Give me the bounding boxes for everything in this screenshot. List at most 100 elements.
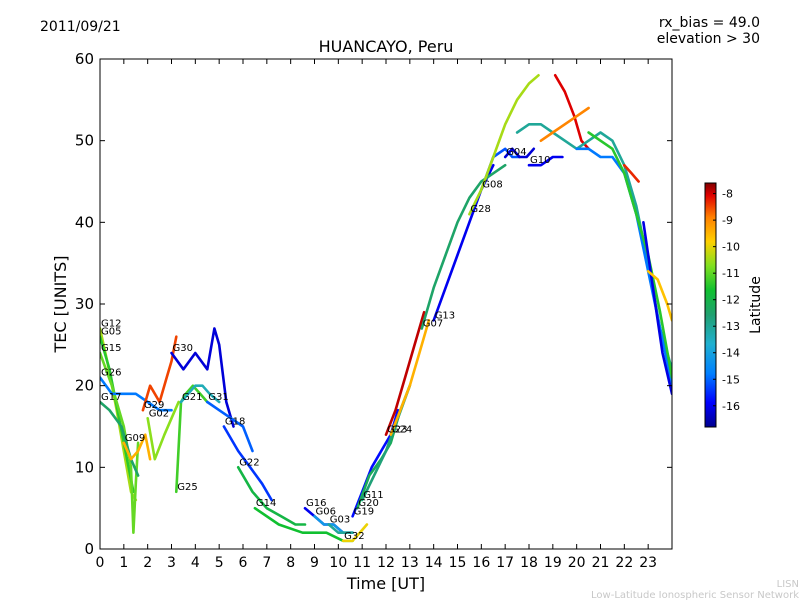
x-tick-label: 2 — [143, 555, 152, 571]
x-tick-label: 19 — [544, 555, 562, 571]
series-line-g-eve4 — [587, 131, 672, 379]
series-label-g25: G25 — [177, 482, 197, 493]
x-tick-label: 17 — [496, 555, 514, 571]
series-label-g03: G03 — [330, 515, 350, 526]
x-tick-label: 7 — [262, 555, 271, 571]
x-axis: 0 1 2 3 4 5 6 7 8 9 10 11 12 13 14 15 16 17 18 19 20 21 22 23 — [96, 59, 657, 571]
colorbar-ticks: -8 -9 -10 -11 -12 -13 -14 -15 -16 — [713, 188, 740, 413]
series-label-g09: G09 — [125, 433, 145, 444]
series-line-g31 — [206, 400, 254, 453]
series-line-g-eve6 — [642, 221, 672, 396]
x-tick-label: 4 — [191, 555, 200, 571]
series-line-g18 — [222, 425, 273, 502]
x-tick-label: 10 — [329, 555, 347, 571]
x-tick-label: 23 — [639, 555, 657, 571]
series-line-g24 — [389, 319, 431, 436]
series-line-g30 — [170, 327, 235, 428]
series-label-g19: G19 — [354, 506, 374, 517]
series-line-g25 — [175, 384, 209, 494]
series-label-g08: G08 — [482, 180, 502, 191]
series-label-g06: G06 — [316, 506, 336, 517]
y-tick-label: 0 — [84, 540, 94, 558]
series-line-g23 — [384, 310, 426, 436]
y-tick-label: 10 — [75, 458, 94, 476]
colorbar — [704, 182, 717, 428]
colorbar-tick-label: -8 — [722, 188, 733, 201]
colorbar-label: Latitude — [748, 276, 764, 334]
series-line-g-eve7 — [646, 270, 672, 322]
colorbar-tick-label: -13 — [722, 320, 740, 333]
series-line-g32 — [341, 523, 369, 543]
series-line-g02 — [146, 400, 180, 461]
y-tick-label: 60 — [75, 50, 94, 68]
series-line-g26 — [100, 376, 173, 412]
series-line-g22 — [236, 466, 307, 526]
series-label-g28: G28 — [470, 204, 490, 215]
series-label-g16: G16 — [306, 498, 326, 509]
y-tick-label: 50 — [75, 132, 94, 150]
colorbar-tick-label: -12 — [722, 294, 740, 307]
series-label-g22: G22 — [239, 457, 259, 468]
footer-org: LISN — [777, 579, 799, 590]
series-label-g10: G10 — [530, 155, 550, 166]
series-label-g26: G26 — [101, 368, 121, 379]
series-label-g24: G24 — [392, 425, 412, 436]
colorbar-tick-label: -9 — [722, 214, 733, 227]
series-line-g09 — [122, 433, 152, 461]
series-label-g04: G04 — [506, 147, 526, 158]
footer-org-full: Low-Latitude Ionospheric Sensor Network — [591, 590, 799, 600]
x-tick-label: 12 — [377, 555, 395, 571]
x-tick-label: 0 — [96, 555, 105, 571]
series-label-g11: G11 — [363, 490, 383, 501]
elevation-label: elevation > 30 — [657, 31, 760, 47]
rx-bias-label: rx_bias = 49.0 — [659, 15, 760, 31]
chart-title: HUANCAYO, Peru — [319, 37, 454, 56]
series-line-g15 — [100, 351, 140, 534]
series-label-g31: G31 — [208, 392, 228, 403]
series-label-g05: G05 — [101, 327, 121, 338]
series-label-g21: G21 — [182, 392, 202, 403]
series-label-g12: G12 — [101, 319, 121, 330]
colorbar-tick-label: -16 — [722, 400, 740, 413]
plot-frame — [99, 58, 673, 550]
x-axis-label: Time [UT] — [346, 574, 425, 593]
series-line-g04 — [503, 147, 536, 159]
colorbar-tick-label: -15 — [722, 373, 740, 386]
series-label-g20: G20 — [358, 498, 378, 509]
series-line-g29 — [141, 335, 178, 412]
series-line-g07 — [420, 163, 507, 330]
series-label-g07: G07 — [423, 319, 443, 330]
x-tick-label: 18 — [520, 555, 538, 571]
y-tick-label: 30 — [75, 295, 94, 313]
x-tick-label: 11 — [353, 555, 371, 571]
x-tick-label: 20 — [568, 555, 586, 571]
series-label-g18: G18 — [225, 417, 245, 428]
x-tick-label: 6 — [239, 555, 248, 571]
y-tick-label: 40 — [75, 213, 94, 231]
series-label-g02: G02 — [149, 408, 169, 419]
series-layer — [100, 74, 672, 543]
series-line-g17 — [100, 400, 140, 477]
series-label-g14: G14 — [256, 498, 276, 509]
series-label-g15: G15 — [101, 343, 121, 354]
colorbar-tick-label: -10 — [722, 241, 740, 254]
x-tick-label: 22 — [615, 555, 633, 571]
x-tick-label: 14 — [425, 555, 443, 571]
date-label: 2011/09/21 — [40, 19, 121, 35]
x-tick-label: 5 — [215, 555, 224, 571]
x-tick-label: 13 — [401, 555, 419, 571]
colorbar-tick-label: -14 — [722, 347, 740, 360]
series-label-g23: G23 — [387, 425, 407, 436]
series-label-g17: G17 — [101, 392, 121, 403]
series-line-g28 — [468, 74, 540, 216]
series-line-g21 — [179, 384, 221, 404]
y-axis: 0 10 20 30 40 50 60 — [75, 50, 672, 558]
series-line-g10 — [527, 155, 564, 167]
series-label-g32: G32 — [344, 531, 364, 542]
series-label-g30: G30 — [173, 343, 193, 354]
x-tick-label: 9 — [310, 555, 319, 571]
x-tick-label: 1 — [119, 555, 128, 571]
x-tick-label: 8 — [286, 555, 295, 571]
